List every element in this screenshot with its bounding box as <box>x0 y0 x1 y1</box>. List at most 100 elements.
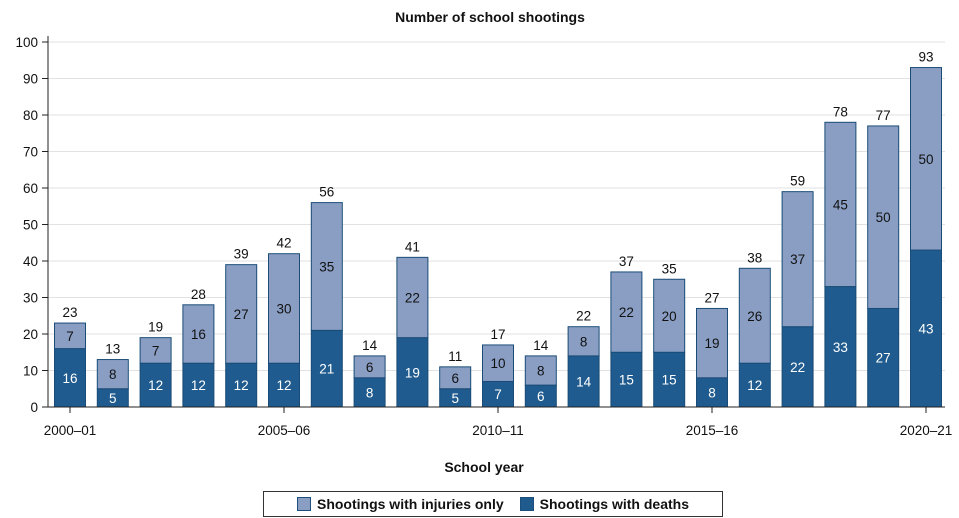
data-label-deaths: 12 <box>148 378 163 393</box>
data-label-injuries: 10 <box>490 356 505 371</box>
bar-injuries <box>567 326 600 357</box>
data-label-total: 28 <box>191 287 206 302</box>
bar-deaths <box>910 249 942 408</box>
data-label-injuries: 19 <box>704 336 719 351</box>
legend-swatch-injuries <box>296 497 311 511</box>
data-label-total: 14 <box>533 338 549 353</box>
bar-injuries <box>910 67 942 251</box>
bars-layer: 1672358131271912162812273912304221355686… <box>54 50 942 408</box>
data-label-injuries: 37 <box>790 252 805 267</box>
bar-group-9: 5 6 11 <box>439 349 472 408</box>
x-axis-title: School year <box>444 459 524 475</box>
bar-deaths <box>396 337 429 408</box>
bar-injuries <box>353 355 386 379</box>
data-label-total: 35 <box>662 261 677 276</box>
data-label-deaths: 21 <box>319 362 334 377</box>
data-label-total: 14 <box>362 338 378 353</box>
data-label-deaths: 5 <box>109 391 117 406</box>
bar-injuries <box>781 191 814 328</box>
bar-group-7: 8 6 14 <box>353 338 386 408</box>
bar-group-6: 21 35 56 <box>310 185 343 408</box>
x-tick-label: 2020–21 <box>900 423 953 438</box>
data-label-deaths: 12 <box>234 378 249 393</box>
data-label-deaths: 7 <box>494 387 502 402</box>
bar-injuries <box>867 125 900 309</box>
bar-group-5: 12 30 42 <box>268 236 300 408</box>
data-label-deaths: 8 <box>366 385 374 400</box>
bar-deaths <box>867 307 900 408</box>
bar-group-11: 6 8 14 <box>524 338 557 408</box>
bar-injuries <box>610 271 643 353</box>
data-label-total: 27 <box>704 290 719 305</box>
data-label-deaths: 22 <box>790 360 805 375</box>
data-label-injuries: 50 <box>876 210 891 225</box>
x-tick-label: 2000–01 <box>44 423 97 438</box>
bar-group-3: 12 16 28 <box>182 287 215 408</box>
data-label-total: 23 <box>62 305 77 320</box>
x-tick-label: 2015–16 <box>686 423 739 438</box>
data-label-deaths: 12 <box>747 378 762 393</box>
y-tick-label: 80 <box>23 108 38 123</box>
data-label-deaths: 15 <box>619 373 634 388</box>
bar-injuries <box>696 307 728 379</box>
data-label-total: 59 <box>790 174 805 189</box>
data-label-injuries: 8 <box>109 367 117 382</box>
bar-injuries <box>310 202 343 331</box>
bar-injuries <box>96 359 129 390</box>
bar-deaths <box>225 362 258 408</box>
data-label-total: 11 <box>448 349 462 364</box>
data-label-injuries: 7 <box>152 343 160 358</box>
bar-group-14: 15 20 35 <box>653 261 686 408</box>
bar-deaths <box>653 351 686 408</box>
y-tick-label: 0 <box>30 400 38 415</box>
bar-deaths <box>610 351 643 408</box>
data-label-deaths: 5 <box>451 391 459 406</box>
legend-label-deaths: Shootings with deaths <box>539 496 689 512</box>
y-tick-label: 10 <box>23 364 38 379</box>
data-label-injuries: 30 <box>276 301 291 316</box>
data-label-deaths: 12 <box>276 378 291 393</box>
bar-injuries <box>139 337 172 364</box>
data-label-injuries: 8 <box>580 334 588 349</box>
y-tick-label: 30 <box>23 291 38 306</box>
data-label-total: 22 <box>576 309 591 324</box>
bar-group-20: 43 50 93 <box>910 50 942 408</box>
bar-group-10: 7 10 17 <box>482 327 514 408</box>
bar-group-19: 27 50 77 <box>867 108 900 408</box>
bar-group-15: 8 19 27 <box>696 290 728 408</box>
data-label-injuries: 7 <box>66 329 74 344</box>
data-label-deaths: 12 <box>191 378 206 393</box>
data-label-total: 19 <box>148 320 163 335</box>
y-tick-label: 50 <box>23 218 38 233</box>
bar-group-0: 16 7 23 <box>54 305 86 408</box>
data-label-injuries: 22 <box>619 305 634 320</box>
bar-injuries <box>268 253 300 364</box>
data-label-deaths: 6 <box>537 389 545 404</box>
y-tick-label: 100 <box>15 35 38 50</box>
bar-injuries <box>439 366 472 390</box>
legend: Shootings with injuries only Shootings w… <box>263 491 723 517</box>
data-label-deaths: 43 <box>918 322 933 337</box>
bar-group-13: 15 22 37 <box>610 254 643 408</box>
bar-group-16: 12 26 38 <box>738 250 771 408</box>
legend-label-injuries: Shootings with injuries only <box>316 496 504 512</box>
data-label-deaths: 14 <box>576 374 592 389</box>
bar-injuries <box>653 278 686 353</box>
data-label-total: 77 <box>876 108 891 123</box>
data-label-deaths: 16 <box>62 371 77 386</box>
y-tick-label: 70 <box>23 145 38 160</box>
data-label-injuries: 27 <box>234 307 249 322</box>
data-label-total: 78 <box>833 104 848 119</box>
data-label-deaths: 33 <box>833 340 848 355</box>
x-tick-label: 2010–11 <box>472 423 524 438</box>
bar-group-17: 22 37 59 <box>781 174 814 408</box>
bar-injuries <box>54 322 86 350</box>
data-label-total: 93 <box>918 50 933 65</box>
data-label-injuries: 16 <box>191 327 206 342</box>
y-tick-label: 20 <box>23 327 38 342</box>
data-label-injuries: 26 <box>747 309 762 324</box>
bar-injuries <box>524 355 557 386</box>
data-label-injuries: 8 <box>537 364 545 379</box>
